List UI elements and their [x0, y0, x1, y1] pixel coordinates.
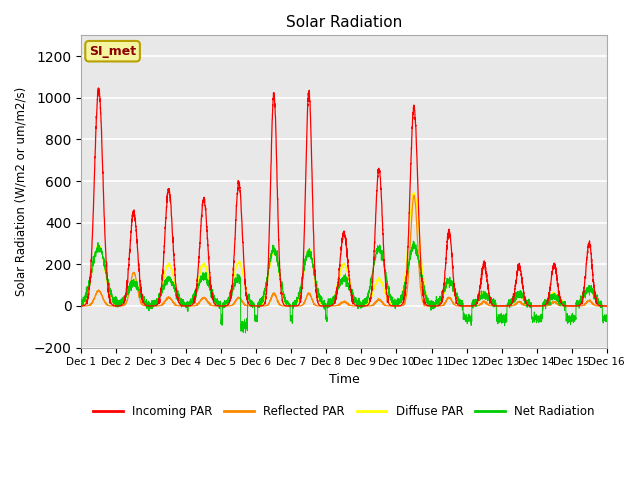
X-axis label: Time: Time: [328, 373, 359, 386]
Y-axis label: Solar Radiation (W/m2 or um/m2/s): Solar Radiation (W/m2 or um/m2/s): [15, 87, 28, 296]
Text: SI_met: SI_met: [89, 45, 136, 58]
Title: Solar Radiation: Solar Radiation: [286, 15, 402, 30]
Legend: Incoming PAR, Reflected PAR, Diffuse PAR, Net Radiation: Incoming PAR, Reflected PAR, Diffuse PAR…: [88, 400, 600, 423]
